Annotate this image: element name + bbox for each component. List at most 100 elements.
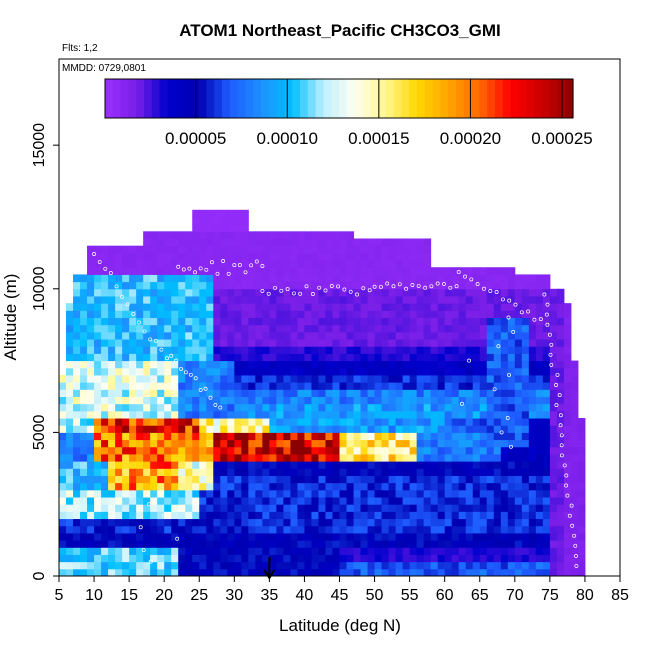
heatmap-cell xyxy=(150,439,158,448)
heatmap-cell xyxy=(255,497,263,505)
heatmap-cell xyxy=(451,360,460,369)
heatmap-cell xyxy=(409,331,418,340)
heatmap-cell xyxy=(108,561,116,570)
heatmap-cell xyxy=(136,418,144,426)
heatmap-cell xyxy=(101,461,109,469)
heatmap-cell xyxy=(549,310,558,318)
heatmap-cell xyxy=(276,389,284,397)
heatmap-cell xyxy=(381,288,390,297)
heatmap-cell xyxy=(304,274,312,283)
heatmap-cell xyxy=(87,489,95,498)
heatmap-cell xyxy=(304,418,312,426)
heatmap-cell xyxy=(206,461,214,469)
heatmap-cell xyxy=(402,274,411,283)
heatmap-cell xyxy=(185,547,193,555)
heatmap-cell xyxy=(332,331,340,340)
heatmap-cell xyxy=(227,353,235,362)
heatmap-cell xyxy=(332,295,340,304)
colorbar-swatch xyxy=(276,79,285,118)
heatmap-cell xyxy=(157,475,165,484)
heatmap-cell xyxy=(283,446,291,455)
heatmap-cell xyxy=(276,554,284,563)
heatmap-cell xyxy=(171,339,179,347)
heatmap-cell xyxy=(556,303,565,311)
heatmap-cell xyxy=(213,317,221,326)
heatmap-cell xyxy=(367,303,376,311)
heatmap-cell xyxy=(122,410,130,419)
heatmap-cell xyxy=(199,446,207,455)
heatmap-cell xyxy=(199,489,207,498)
heatmap-cell xyxy=(500,389,509,397)
heatmap-cell xyxy=(542,497,551,505)
heatmap-cell xyxy=(388,425,397,433)
heatmap-cell xyxy=(360,382,369,390)
heatmap-cell xyxy=(87,303,95,311)
heatmap-cell xyxy=(493,317,502,326)
heatmap-cell xyxy=(136,461,144,469)
heatmap-cell xyxy=(192,303,200,311)
heatmap-cell xyxy=(521,410,530,419)
heatmap-cell xyxy=(556,410,565,419)
heatmap-cell xyxy=(171,418,179,426)
heatmap-cell xyxy=(479,295,488,304)
heatmap-cell xyxy=(283,231,291,240)
heatmap-cell xyxy=(115,403,123,412)
heatmap-cell xyxy=(416,453,425,462)
heatmap-cell xyxy=(549,568,558,577)
heatmap-cell xyxy=(514,497,523,505)
heatmap-cell xyxy=(248,317,256,326)
heatmap-cell xyxy=(556,418,565,426)
heatmap-cell xyxy=(451,310,460,318)
heatmap-cell xyxy=(388,525,397,534)
heatmap-cell xyxy=(311,346,319,354)
heatmap-cell xyxy=(269,331,277,340)
heatmap-cell xyxy=(325,518,333,527)
heatmap-cell xyxy=(374,360,383,369)
heatmap-cell xyxy=(332,353,340,362)
heatmap-cell xyxy=(577,504,586,512)
heatmap-cell xyxy=(339,518,348,527)
heatmap-cell xyxy=(157,303,165,311)
heatmap-cell xyxy=(563,310,572,318)
heatmap-cell xyxy=(283,288,291,297)
heatmap-cell xyxy=(66,568,74,577)
heatmap-cell xyxy=(402,547,411,555)
heatmap-cell xyxy=(269,389,277,397)
heatmap-cell xyxy=(430,439,439,448)
heatmap-cell xyxy=(206,410,214,419)
heatmap-cell xyxy=(213,554,221,563)
heatmap-cell xyxy=(437,317,446,326)
heatmap-cell xyxy=(115,281,123,290)
heatmap-cell xyxy=(178,353,186,362)
heatmap-cell xyxy=(164,547,172,555)
heatmap-cell xyxy=(507,504,516,512)
heatmap-cell xyxy=(122,547,130,555)
heatmap-cell xyxy=(430,540,439,548)
heatmap-cell xyxy=(66,482,74,491)
heatmap-cell xyxy=(59,382,67,390)
heatmap-cell xyxy=(381,310,390,318)
heatmap-cell xyxy=(290,446,298,455)
heatmap-cell xyxy=(507,324,516,333)
heatmap-cell xyxy=(423,389,432,397)
heatmap-cell xyxy=(283,497,291,505)
heatmap-cell xyxy=(283,260,291,268)
heatmap-cell xyxy=(304,339,312,347)
heatmap-cell xyxy=(220,367,228,376)
heatmap-cell xyxy=(402,482,411,491)
heatmap-cell xyxy=(577,525,586,534)
heatmap-cell xyxy=(325,360,333,369)
heatmap-cell xyxy=(353,518,362,527)
heatmap-cell xyxy=(101,374,109,383)
heatmap-cell xyxy=(346,267,355,275)
heatmap-cell xyxy=(206,482,214,491)
heatmap-cell xyxy=(122,331,130,340)
heatmap-cell xyxy=(493,475,502,484)
heatmap-cell xyxy=(262,324,270,333)
heatmap-cell xyxy=(199,346,207,354)
heatmap-cell xyxy=(395,360,404,369)
heatmap-cell xyxy=(150,281,158,290)
heatmap-cell xyxy=(255,324,263,333)
heatmap-cell xyxy=(234,374,242,383)
heatmap-cell xyxy=(437,425,446,433)
